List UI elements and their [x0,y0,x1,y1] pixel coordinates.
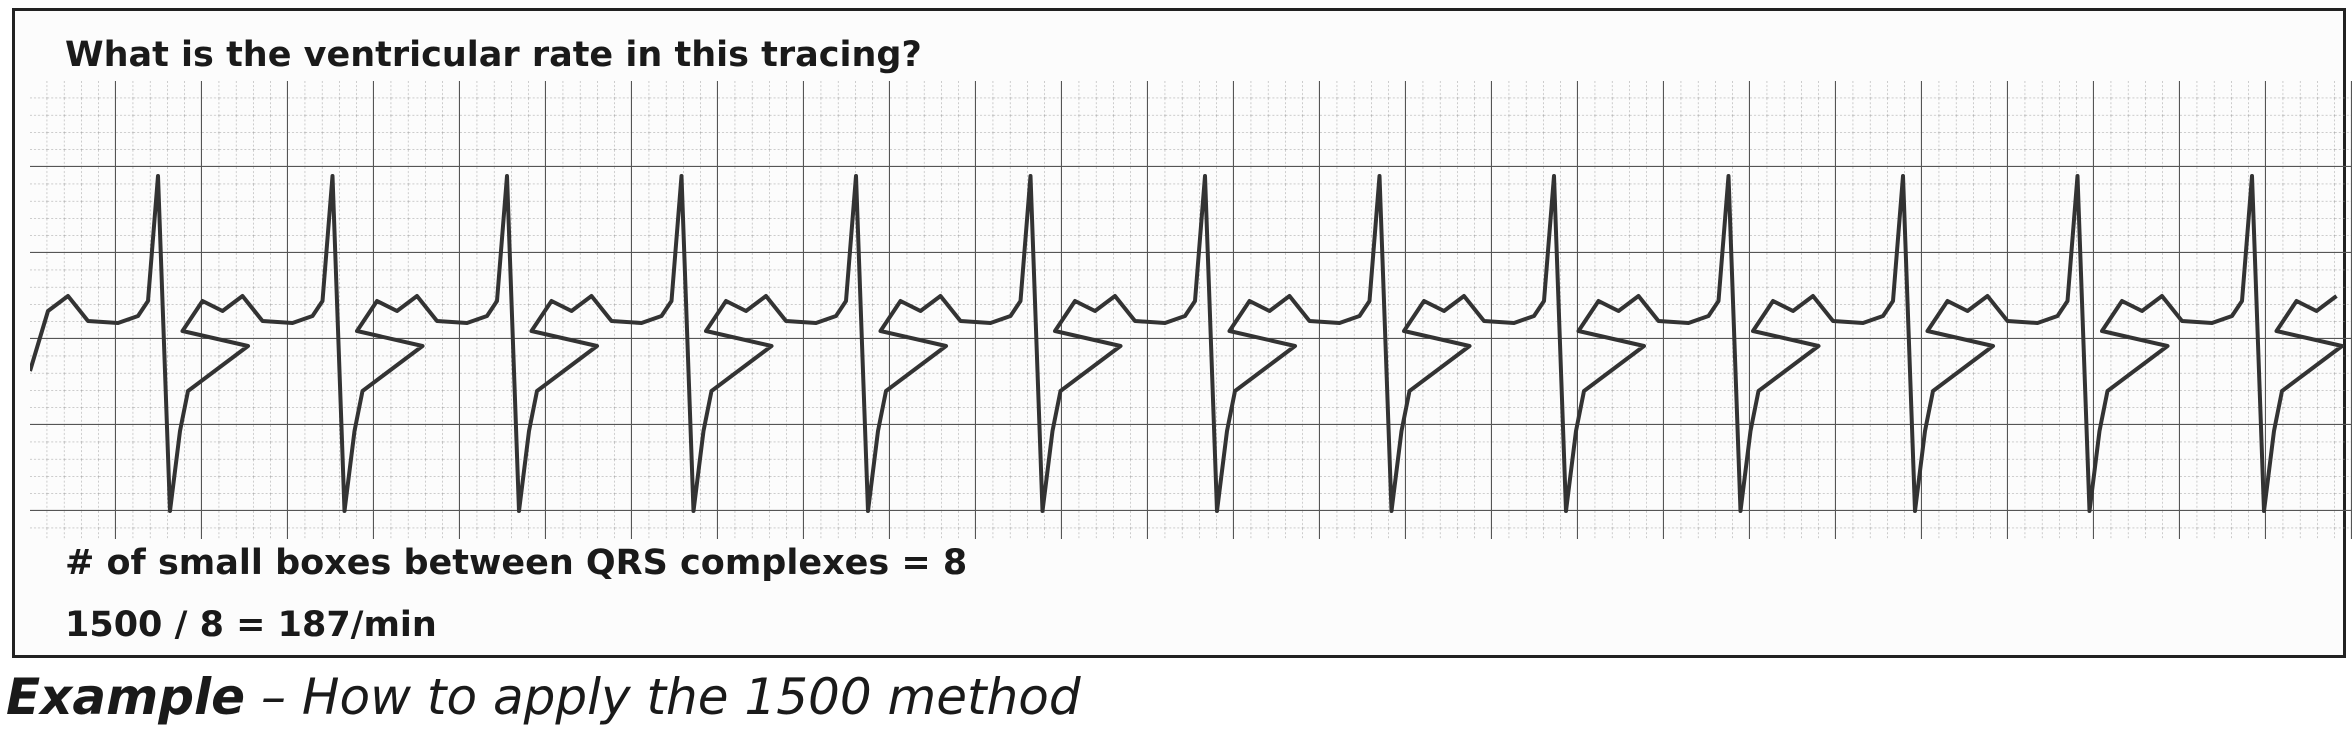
calculation-line: # of small boxes between QRS complexes =… [65,543,968,583]
figure-frame: What is the ventricular rate in this tra… [12,8,2352,658]
caption: Example – How to apply the 1500 method [6,668,1081,726]
calculation-line: 1500 / 8 = 187/min [65,605,437,645]
ecg-trace [30,174,2344,513]
question: What is the ventricular rate in this tra… [65,35,922,75]
ecg-strip [30,81,2352,539]
caption-text: – How to apply the 1500 method [261,668,1081,726]
caption-label: Example [6,668,246,726]
